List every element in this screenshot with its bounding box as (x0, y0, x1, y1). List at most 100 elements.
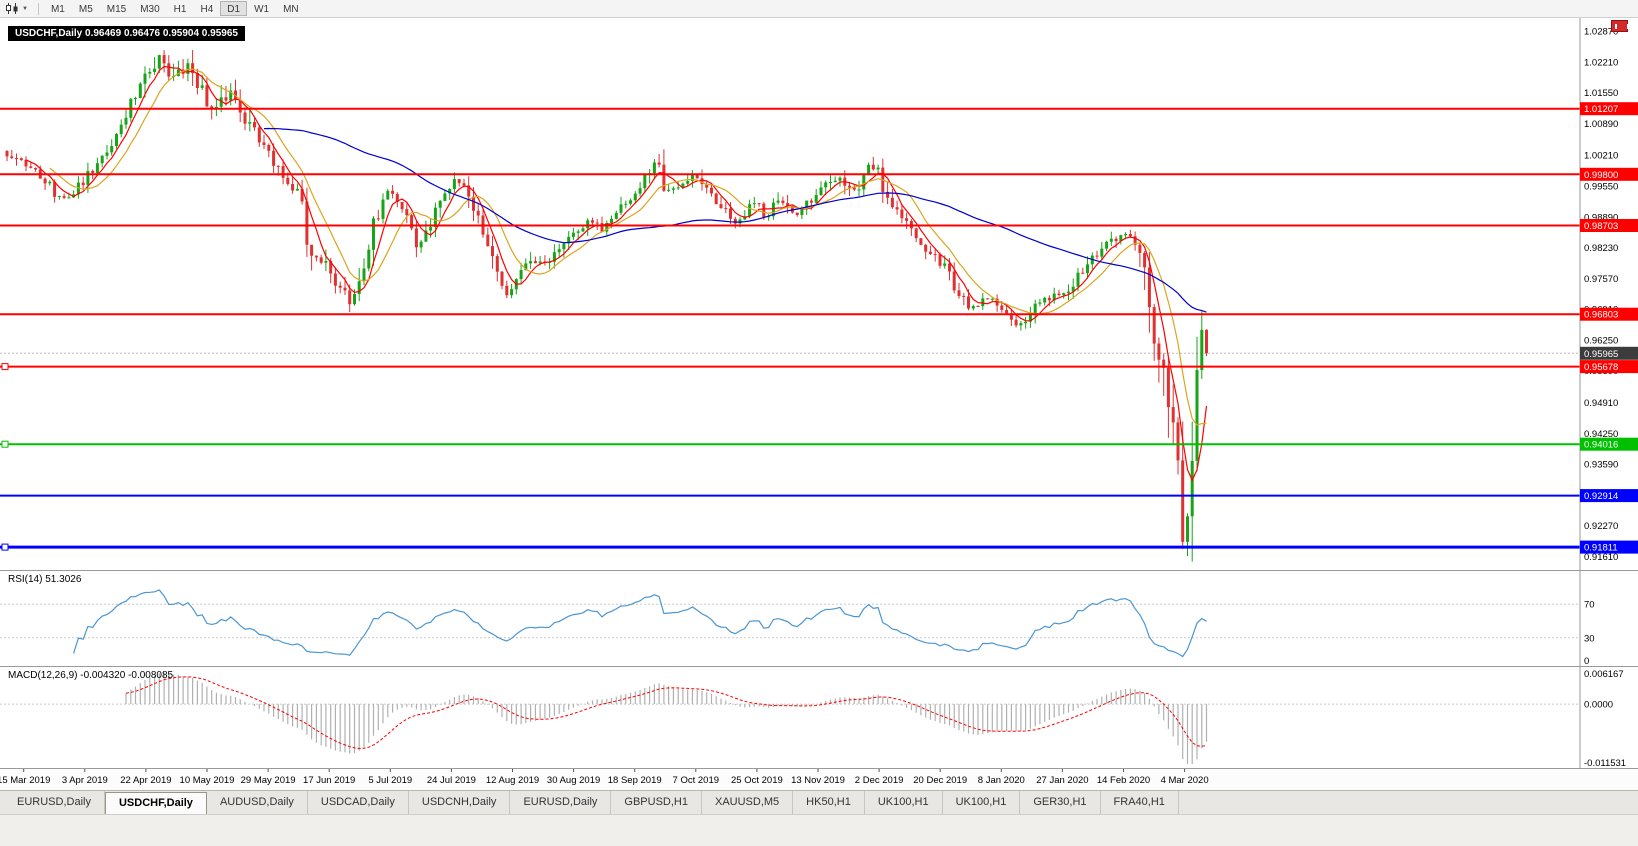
svg-text:0.94910: 0.94910 (1584, 398, 1618, 409)
horizontal-support-resistance-lines[interactable] (0, 107, 1580, 551)
svg-text:30 Aug 2019: 30 Aug 2019 (547, 775, 600, 786)
macd-indicator-panel: 0.006167 0.0000 -0.011531 MACD(12,26,9) -0… (0, 666, 1638, 768)
svg-text:0.91610: 0.91610 (1584, 552, 1618, 563)
macd-canvas[interactable]: 0.006167 0.0000 -0.011531 (0, 667, 1638, 768)
svg-text:0.94016: 0.94016 (1584, 440, 1618, 451)
tab-usdchf-daily[interactable]: USDCHF,Daily (104, 792, 207, 814)
svg-text:29 May 2019: 29 May 2019 (241, 775, 296, 786)
chart-type-dropdown-caret[interactable]: ▼ (22, 5, 28, 12)
svg-text:13 Nov 2019: 13 Nov 2019 (791, 775, 845, 786)
svg-text:25 Oct 2019: 25 Oct 2019 (731, 775, 783, 786)
hline-handle (1, 440, 9, 448)
time-axis-canvas[interactable]: 15 Mar 2019 3 Apr 2019 22 Apr 2019 10 May 2… (0, 769, 1638, 790)
svg-text:0.94250: 0.94250 (1584, 429, 1618, 440)
rsi-canvas[interactable]: 70 30 0 (0, 571, 1638, 666)
rsi-axis[interactable]: 70 30 0 (1579, 571, 1638, 666)
svg-text:0.99550: 0.99550 (1584, 182, 1618, 193)
svg-text:30: 30 (1584, 633, 1595, 644)
timeframe-button-mn[interactable]: MN (283, 4, 299, 15)
macd-label: MACD(12,26,9) -0.004320 -0.008085 (8, 670, 174, 681)
svg-text:0: 0 (1584, 656, 1589, 666)
svg-text:27 Jan 2020: 27 Jan 2020 (1036, 775, 1088, 786)
candles (5, 50, 1208, 562)
tab-fra40-h1[interactable]: FRA40,H1 (1101, 791, 1179, 814)
tab-uk100-h1[interactable]: UK100,H1 (865, 791, 943, 814)
svg-text:0.98703: 0.98703 (1584, 221, 1618, 232)
macd-axis[interactable]: 0.006167 0.0000 -0.011531 (1579, 667, 1638, 768)
svg-text:15 Mar 2019: 15 Mar 2019 (0, 775, 50, 786)
current-price-badge (1580, 346, 1638, 360)
hline-handle (1, 543, 9, 551)
svg-text:12 Aug 2019: 12 Aug 2019 (486, 775, 539, 786)
timeframe-button-d1[interactable]: D1 (220, 1, 248, 16)
timeframe-button-m5[interactable]: M5 (78, 4, 93, 15)
macd-histogram (125, 672, 1208, 764)
tab-audusd-daily[interactable]: AUDUSD,Daily (207, 791, 308, 814)
svg-text:8 Jan 2020: 8 Jan 2020 (978, 775, 1025, 786)
svg-text:24 Jul 2019: 24 Jul 2019 (427, 775, 476, 786)
svg-text:0.96250: 0.96250 (1584, 336, 1618, 347)
tab-eurusd-daily-2[interactable]: EURUSD,Daily (510, 791, 612, 814)
rsi-label: RSI(14) 51.3026 (8, 574, 82, 585)
timeframe-button-m30[interactable]: M30 (140, 4, 160, 15)
macd-signal-line (125, 676, 1207, 750)
timeframe-button-h1[interactable]: H1 (173, 4, 187, 15)
tab-gbpusd-h1[interactable]: GBPUSD,H1 (611, 791, 702, 814)
svg-text:0.95678: 0.95678 (1584, 362, 1618, 373)
svg-text:0.92914: 0.92914 (1584, 491, 1618, 502)
chart-tab-bar: EURUSD,Daily USDCHF,Daily AUDUSD,Daily U… (0, 790, 1638, 814)
svg-text:-0.011531: -0.011531 (1584, 758, 1626, 768)
svg-text:0.98890: 0.98890 (1584, 212, 1618, 223)
tab-hk50-h1[interactable]: HK50,H1 (793, 791, 865, 814)
rsi-indicator-panel: 70 30 0 RSI(14) 51.3026 (0, 570, 1638, 666)
svg-text:1.02210: 1.02210 (1584, 57, 1618, 68)
toolbar-separator (37, 2, 39, 15)
chart-title-ohlc: USDCHF,Daily 0.96469 0.96476 0.95904 0.9… (8, 26, 245, 41)
svg-text:0.0000: 0.0000 (1584, 700, 1613, 711)
svg-text:70: 70 (1584, 600, 1595, 611)
tab-ger30-h1[interactable]: GER30,H1 (1020, 791, 1101, 814)
svg-text:0.006167: 0.006167 (1584, 669, 1624, 680)
price-chart-canvas[interactable]: 1.02870 1.02210 1.01550 1.00890 1.00210 0.995… (0, 18, 1638, 570)
timeframe-button-m1[interactable]: M1 (50, 4, 65, 15)
top-toolbar: ▼ M1 M5 M15 M30 H1 H4 D1 W1 MN (0, 0, 1638, 18)
svg-text:0.97570: 0.97570 (1584, 274, 1618, 285)
tab-uk100-h1-2[interactable]: UK100,H1 (943, 791, 1021, 814)
timeframe-button-h4[interactable]: H4 (200, 4, 214, 15)
tab-xauusd-m5[interactable]: XAUUSD,M5 (702, 791, 794, 814)
tab-eurusd-daily[interactable]: EURUSD,Daily (4, 791, 105, 814)
svg-text:1.01207: 1.01207 (1584, 104, 1618, 115)
timeframe-button-w1[interactable]: W1 (254, 4, 270, 15)
moving-average-lines (25, 65, 1208, 482)
svg-text:7 Oct 2019: 7 Oct 2019 (673, 775, 719, 786)
chart-corner-icon[interactable] (1611, 20, 1629, 32)
chart-type-icon[interactable] (6, 3, 19, 14)
tab-usdcnh-daily[interactable]: USDCNH,Daily (409, 791, 511, 814)
svg-text:14 Feb 2020: 14 Feb 2020 (1097, 775, 1150, 786)
price-axis[interactable]: 1.02870 1.02210 1.01550 1.00890 1.00210 0.995… (1579, 18, 1638, 570)
svg-text:0.91811: 0.91811 (1584, 543, 1618, 554)
time-axis-labels: 15 Mar 2019 3 Apr 2019 22 Apr 2019 10 May 2… (0, 769, 1209, 786)
svg-text:0.92270: 0.92270 (1584, 521, 1618, 532)
svg-text:1.00210: 1.00210 (1584, 151, 1618, 162)
svg-text:5 Jul 2019: 5 Jul 2019 (368, 775, 412, 786)
svg-text:0.98230: 0.98230 (1584, 243, 1618, 254)
svg-text:10 May 2019: 10 May 2019 (180, 775, 235, 786)
svg-text:0.96803: 0.96803 (1584, 310, 1618, 321)
svg-text:17 Jun 2019: 17 Jun 2019 (303, 775, 355, 786)
tab-usdcad-daily[interactable]: USDCAD,Daily (308, 791, 409, 814)
svg-text:2 Dec 2019: 2 Dec 2019 (855, 775, 904, 786)
time-axis: 15 Mar 2019 3 Apr 2019 22 Apr 2019 10 May 2… (0, 768, 1638, 790)
svg-text:0.93590: 0.93590 (1584, 460, 1618, 471)
svg-text:18 Sep 2019: 18 Sep 2019 (608, 775, 662, 786)
status-strip (0, 814, 1638, 846)
hline-handle (1, 363, 9, 371)
rsi-level-lines (0, 603, 1580, 639)
svg-text:4 Mar 2020: 4 Mar 2020 (1161, 775, 1209, 786)
svg-text:1.02870: 1.02870 (1584, 27, 1618, 38)
svg-text:20 Dec 2019: 20 Dec 2019 (913, 775, 967, 786)
rsi-line (73, 589, 1207, 658)
timeframe-button-m15[interactable]: M15 (106, 4, 127, 15)
svg-text:0.95965: 0.95965 (1584, 349, 1618, 360)
